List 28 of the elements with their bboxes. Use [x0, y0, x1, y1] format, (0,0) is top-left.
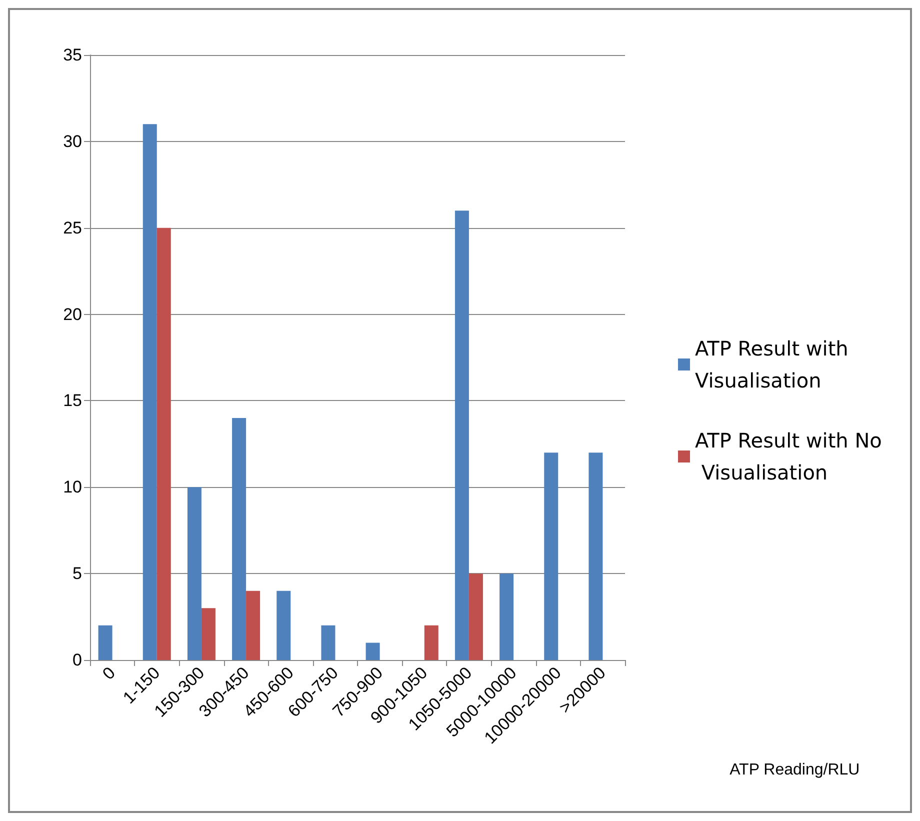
y-tick-label: 30: [63, 132, 82, 151]
y-tick-label: 0: [72, 650, 82, 670]
bar: [232, 418, 246, 660]
y-tick-label: 5: [72, 564, 82, 584]
y-tick-label: 35: [63, 46, 82, 64]
legend-label: ATP Result with No Visualisation: [695, 428, 882, 484]
bar: [187, 487, 202, 660]
bar: [588, 452, 603, 660]
legend-label: ATP Result with Visualisation: [695, 336, 855, 392]
y-tick-label: 15: [63, 391, 82, 410]
bar: [500, 574, 514, 660]
y-tick-label: 20: [63, 304, 82, 324]
bar: [366, 642, 380, 660]
bar: [454, 210, 469, 660]
bar: [424, 625, 438, 660]
text: ATP Reading/RLU: [730, 762, 860, 778]
bar: [156, 228, 171, 660]
bar: [246, 590, 260, 660]
bar: [98, 625, 112, 660]
bar: [201, 608, 216, 660]
bar: [321, 625, 336, 660]
x-tick-label: 0: [98, 663, 120, 684]
bar: [468, 574, 483, 660]
bar: [142, 124, 157, 660]
y-tick-label: 25: [63, 218, 82, 238]
y-tick-label: 10: [63, 478, 82, 497]
bar: [276, 590, 291, 660]
bar: [544, 452, 558, 660]
